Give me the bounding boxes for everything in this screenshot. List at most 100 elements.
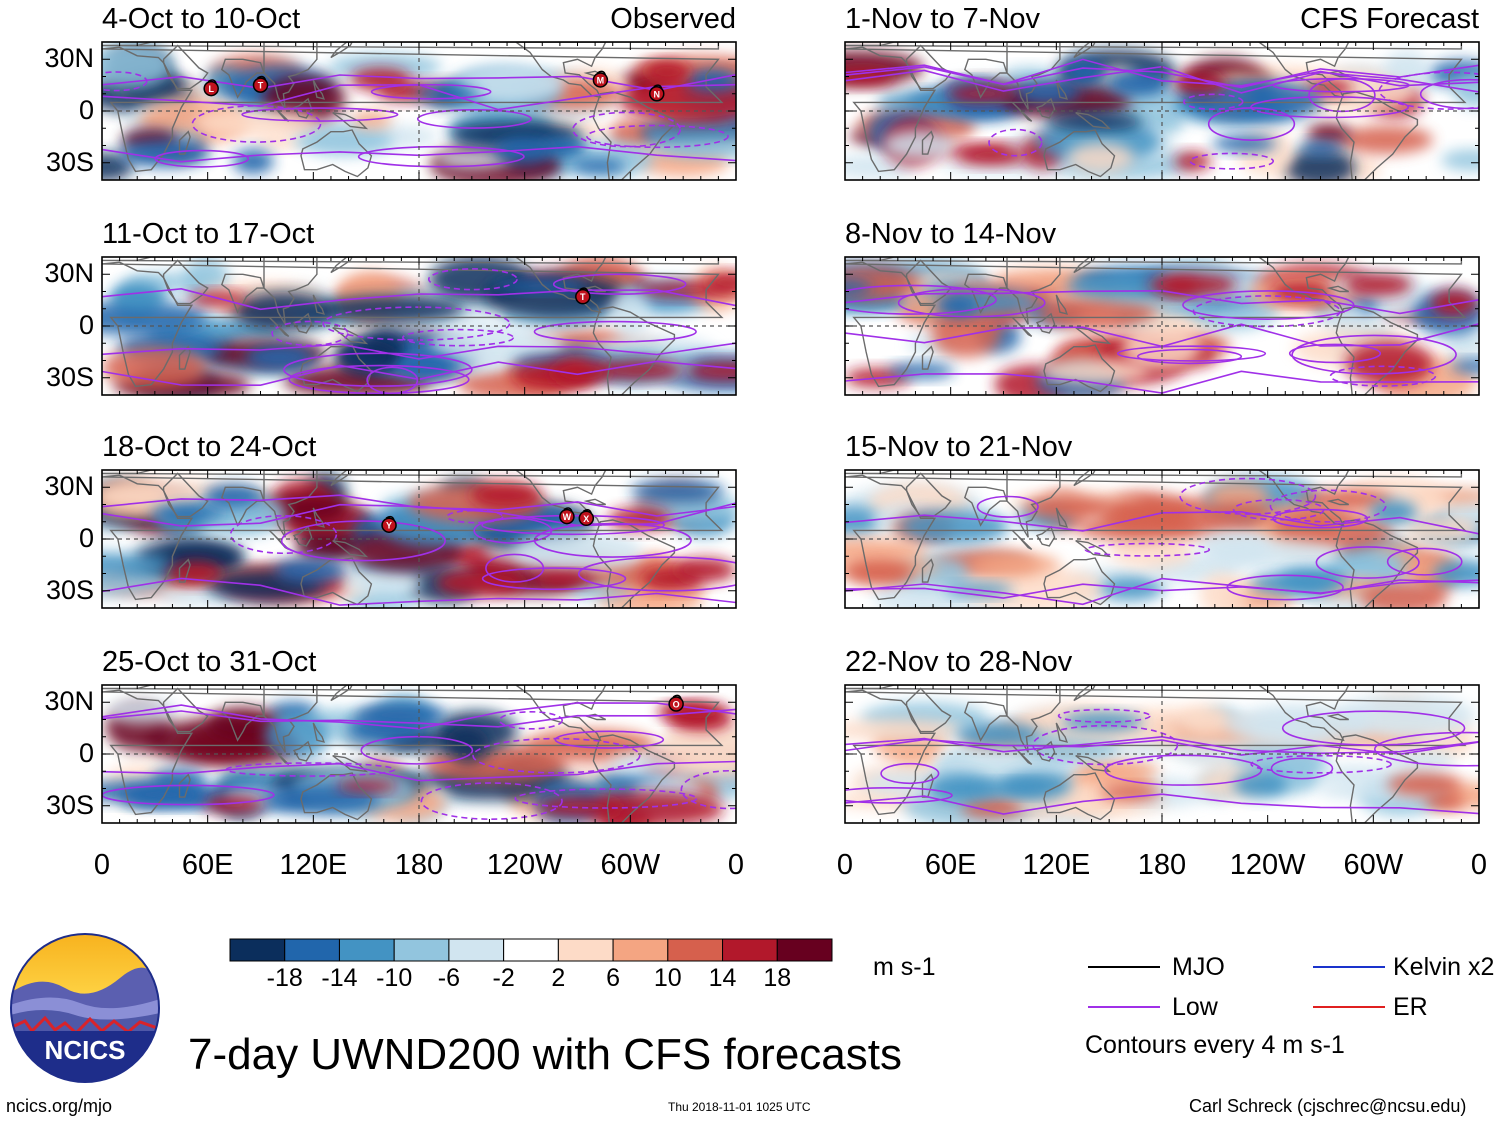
panel-title: 4-Oct to 10-Oct <box>102 3 301 35</box>
colorbar-swatch <box>393 938 450 962</box>
lon-tick-label: 0 <box>727 849 745 881</box>
storm-letter: W <box>563 512 572 522</box>
panel-title: 18-Oct to 24-Oct <box>102 431 317 463</box>
panel-3: YW X <box>101 469 737 609</box>
storm-letter: O <box>673 699 680 709</box>
lat-tick-label: 30S <box>45 789 94 820</box>
colorbar-swatch <box>612 938 669 962</box>
storm-marker-L: L <box>203 79 219 97</box>
panel-title: 11-Oct to 17-Oct <box>102 218 315 250</box>
storm-letter: L <box>208 84 214 94</box>
colorbar-swatch <box>722 938 778 962</box>
lon-tick-label: 60W <box>1343 849 1404 881</box>
lat-tick-label: 0 <box>78 95 94 125</box>
figure-title: 7-day UWND200 with CFS forecasts <box>188 1030 902 1079</box>
lat-tick-label: 30N <box>44 258 94 289</box>
lon-tick-label: 120W <box>1229 849 1306 881</box>
lon-tick-label: 0 <box>1470 849 1488 881</box>
legend-line-kelvin <box>1313 966 1385 968</box>
panel-title: 22-Nov to 28-Nov <box>845 646 1073 678</box>
lon-tick-label: 0 <box>93 849 111 881</box>
low-frequency-contours <box>102 702 736 820</box>
colorbar-swatch <box>448 938 505 962</box>
colorbar-tick-label: 14 <box>708 964 737 992</box>
storm-marker-Y: Y <box>381 515 397 533</box>
panel-tag: CFS Forecast <box>1300 3 1479 35</box>
colorbar-swatch <box>503 938 559 962</box>
footer-credit: Carl Schreck (cjschrec@ncsu.edu) <box>1189 1096 1467 1116</box>
storm-letter: T <box>580 292 586 302</box>
colorbar-tick-label: -18 <box>266 964 303 992</box>
wind-anomaly-field <box>845 476 1479 608</box>
storm-letter: T <box>258 81 264 91</box>
panel-8 <box>844 684 1480 824</box>
lat-tick-label: 0 <box>78 310 94 340</box>
lat-tick-label: 30N <box>44 43 94 74</box>
colorbar-tick-label: 18 <box>763 964 792 992</box>
panel-title: 1-Nov to 7-Nov <box>845 3 1041 35</box>
low-frequency-contours <box>102 494 736 606</box>
low-frequency-contours <box>102 268 736 395</box>
footer-timestamp: Thu 2018-11-01 1025 UTC <box>668 1100 811 1114</box>
logo-text: NCICS <box>45 1035 126 1065</box>
colorbar-swatch <box>667 938 724 962</box>
colorbar-tick-label: -6 <box>437 964 461 992</box>
lon-tick-label: 60E <box>181 849 234 881</box>
lon-tick-label: 0 <box>836 849 854 881</box>
legend-label-er: ER <box>1393 993 1428 1021</box>
panel-title: 15-Nov to 21-Nov <box>845 431 1073 463</box>
colorbar-tick-label: 6 <box>606 964 621 992</box>
lat-tick-label: 30S <box>45 146 94 177</box>
lat-tick-label: 0 <box>78 523 94 553</box>
colorbar-swatch <box>284 938 340 962</box>
panel-4: O <box>101 684 737 824</box>
colorbar-tick-label: -10 <box>376 964 413 992</box>
storm-marker-M: M <box>592 70 609 88</box>
lat-tick-label: 30N <box>44 471 94 502</box>
storm-marker-W: W <box>559 507 575 525</box>
colorbar-swatch <box>776 938 833 962</box>
ncics-logo: NCICS <box>10 933 160 1083</box>
panel-tag: Observed <box>610 3 736 35</box>
legend-label-low: Low <box>1172 993 1218 1021</box>
panel-6 <box>844 256 1480 396</box>
storm-letter: Y <box>386 521 392 531</box>
storm-letter: M <box>597 75 605 85</box>
lat-tick-label: 30N <box>44 686 94 717</box>
legend-label-mjo: MJO <box>1172 953 1225 981</box>
legend-line-mjo <box>1088 966 1160 968</box>
colorbar-swatch <box>557 938 614 962</box>
storm-marker-T: T <box>252 75 269 93</box>
storm-letter: X <box>583 514 589 524</box>
storm-marker-X: X <box>578 508 595 527</box>
panel-2: T <box>101 256 737 396</box>
lon-tick-label: 180 <box>394 849 444 881</box>
low-frequency-contours <box>845 58 1479 170</box>
lon-tick-label: 60E <box>924 849 977 881</box>
footer-url[interactable]: ncics.org/mjo <box>6 1096 113 1116</box>
lat-tick-label: 30S <box>45 361 94 392</box>
legend-label-kelvin: Kelvin x2 <box>1393 953 1495 981</box>
storm-marker-O: O <box>668 694 684 712</box>
panel-title: 25-Oct to 31-Oct <box>102 646 317 678</box>
colorbar-tick-label: -2 <box>492 964 515 992</box>
panel-5 <box>844 41 1480 181</box>
panel-1: L T M N <box>101 41 737 181</box>
lat-tick-label: 30S <box>45 574 94 605</box>
legend-note: Contours every 4 m s-1 <box>1085 1031 1345 1059</box>
lon-tick-label: 180 <box>1137 849 1187 881</box>
legend-line-low <box>1088 1006 1160 1008</box>
colorbar-tick-label: -14 <box>321 964 358 992</box>
lon-tick-label: 120W <box>486 849 563 881</box>
wind-anomaly-field <box>102 472 736 608</box>
colorbar-tick-label: 2 <box>551 964 566 992</box>
low-frequency-contours <box>845 708 1479 815</box>
storm-letter: N <box>654 89 661 99</box>
colorbar-swatch <box>338 938 395 962</box>
storm-marker-T: T <box>575 287 591 305</box>
lon-tick-label: 120E <box>279 849 348 881</box>
colorbar-units: m s-1 <box>873 953 936 981</box>
panel-7 <box>844 469 1480 609</box>
lon-tick-label: 120E <box>1022 849 1091 881</box>
